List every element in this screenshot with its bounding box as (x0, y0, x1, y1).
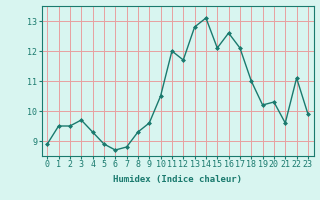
X-axis label: Humidex (Indice chaleur): Humidex (Indice chaleur) (113, 175, 242, 184)
